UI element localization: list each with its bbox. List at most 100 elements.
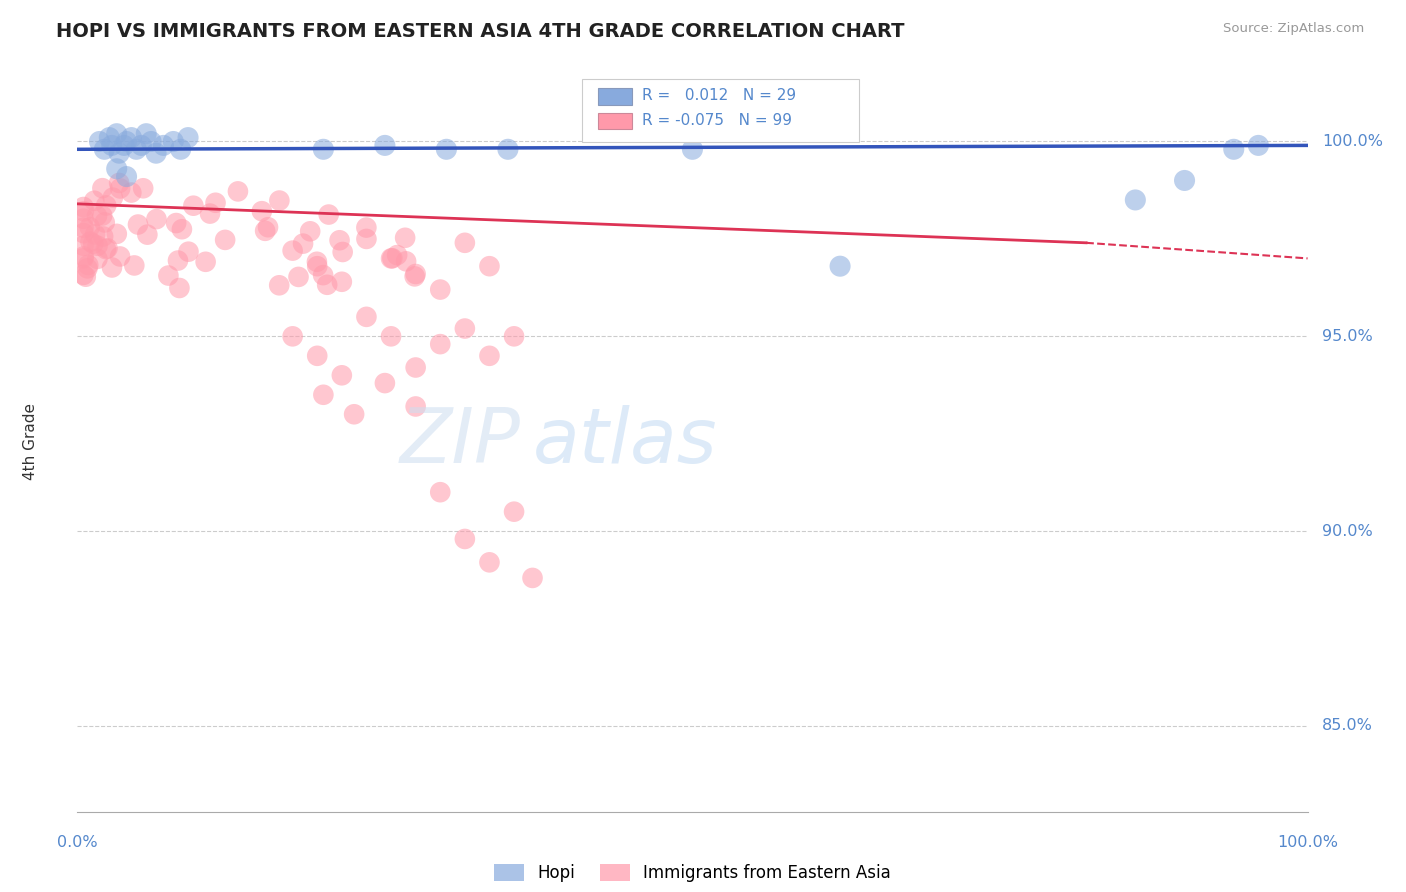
Point [72, 238, 94, 252]
Point [72, 211, 94, 226]
Point [72, 252, 94, 266]
Point [101, 138, 124, 153]
Point [141, 135, 163, 149]
Point [214, 233, 236, 247]
Point [89, 135, 111, 149]
Point [132, 181, 155, 195]
Point [79, 235, 101, 249]
Point [93, 142, 115, 156]
Point [281, 329, 304, 343]
Point [454, 321, 477, 335]
Point [329, 233, 352, 247]
Point [91, 209, 114, 223]
Point [394, 231, 416, 245]
Point [281, 244, 304, 258]
Point [86, 239, 108, 253]
Point [145, 146, 167, 161]
Point [108, 181, 131, 195]
Point [83, 194, 105, 208]
Point [503, 329, 526, 343]
Point [374, 376, 396, 390]
Point [77, 258, 100, 272]
Point [299, 224, 322, 238]
Point [356, 220, 378, 235]
Point [73, 249, 96, 263]
Point [105, 227, 128, 241]
Point [316, 277, 339, 292]
Point [108, 250, 131, 264]
Point [356, 310, 378, 324]
Point [135, 127, 157, 141]
Point [356, 232, 378, 246]
Point [682, 142, 704, 156]
Point [112, 138, 135, 153]
Point [478, 259, 501, 273]
Point [152, 138, 174, 153]
Point [169, 281, 191, 295]
Text: 90.0%: 90.0% [1323, 524, 1374, 539]
Point [292, 236, 315, 251]
Point [162, 135, 184, 149]
Point [269, 194, 291, 208]
Point [1223, 142, 1246, 156]
Point [108, 176, 131, 190]
Point [478, 349, 501, 363]
Point [330, 368, 353, 383]
Point [75, 269, 97, 284]
Point [115, 169, 138, 184]
Point [129, 138, 153, 153]
Point [157, 268, 180, 283]
Text: atlas: atlas [533, 405, 717, 478]
Point [312, 142, 335, 156]
Point [86, 252, 108, 266]
Point [136, 227, 159, 242]
Point [183, 199, 205, 213]
Point [72, 268, 94, 282]
Point [436, 142, 458, 156]
Point [73, 204, 96, 219]
Point [93, 215, 115, 229]
Point [405, 267, 427, 281]
Point [82, 236, 104, 251]
Point [120, 186, 142, 200]
Point [101, 260, 124, 275]
Text: Source: ZipAtlas.com: Source: ZipAtlas.com [1223, 22, 1364, 36]
Point [429, 337, 451, 351]
Point [1174, 173, 1197, 187]
Point [429, 283, 451, 297]
Point [91, 181, 114, 195]
Text: 4th Grade: 4th Grade [22, 403, 38, 480]
Point [250, 204, 273, 219]
Point [307, 259, 329, 273]
Point [380, 252, 402, 266]
Point [830, 259, 852, 273]
Point [503, 505, 526, 519]
Point [86, 209, 108, 223]
Point [318, 208, 340, 222]
Point [91, 229, 114, 244]
Text: 100.0%: 100.0% [1277, 835, 1339, 850]
FancyBboxPatch shape [582, 78, 859, 142]
Point [115, 135, 138, 149]
Legend: Hopi, Immigrants from Eastern Asia: Hopi, Immigrants from Eastern Asia [488, 857, 897, 888]
Point [127, 218, 149, 232]
Point [84, 227, 107, 242]
Point [101, 191, 124, 205]
Point [1125, 193, 1147, 207]
Point [404, 269, 426, 284]
Point [332, 245, 354, 260]
Text: 85.0%: 85.0% [1323, 718, 1374, 733]
Point [94, 242, 117, 256]
Point [165, 216, 187, 230]
Point [76, 261, 98, 276]
Point [405, 360, 427, 375]
Point [429, 485, 451, 500]
Point [330, 275, 353, 289]
Point [177, 244, 200, 259]
Point [287, 269, 309, 284]
Point [125, 142, 148, 156]
Text: ZIP: ZIP [399, 405, 520, 478]
Point [343, 407, 366, 421]
Point [454, 235, 477, 250]
Text: 0.0%: 0.0% [58, 835, 97, 850]
